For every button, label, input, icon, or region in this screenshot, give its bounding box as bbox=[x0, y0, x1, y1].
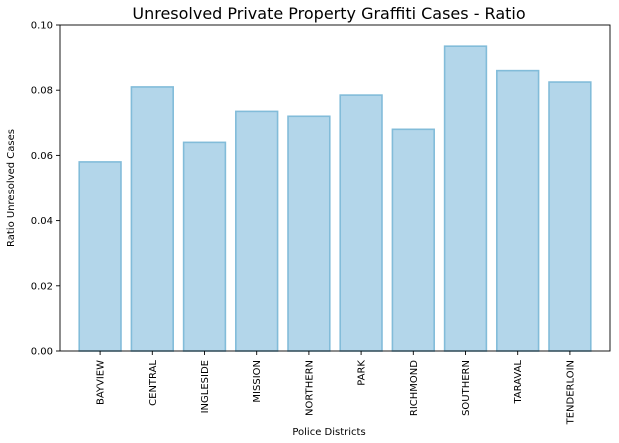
bar-northern bbox=[287, 115, 331, 352]
bar-southern bbox=[443, 45, 488, 352]
x-tick-label: TENDERLOIN bbox=[565, 360, 576, 425]
x-tick-label: PARK bbox=[357, 360, 368, 386]
bar-bayview bbox=[78, 161, 122, 352]
x-tick-label: CENTRAL bbox=[148, 360, 159, 406]
bar-mission bbox=[235, 110, 279, 352]
x-axis: BAYVIEW CENTRAL INGLESIDE MISSION NORTHERN PA… bbox=[96, 351, 576, 425]
x-tick-label: BAYVIEW bbox=[96, 360, 107, 405]
x-tick-label: SOUTHERN bbox=[461, 360, 472, 416]
y-axis-label: Ratio Unresolved Cases bbox=[6, 129, 17, 247]
x-tick-label: TARAVAL bbox=[513, 360, 524, 405]
y-tick-label: 0.08 bbox=[31, 86, 53, 97]
bar-ingleside bbox=[182, 141, 227, 352]
bar-park bbox=[339, 94, 383, 352]
y-tick-label: 0.00 bbox=[31, 347, 53, 358]
y-tick-label: 0.02 bbox=[31, 281, 53, 292]
x-axis-label: Police Districts bbox=[292, 427, 365, 438]
y-axis: 0.00 0.02 0.04 0.06 0.08 0.10 bbox=[31, 21, 60, 358]
bars-group bbox=[78, 45, 592, 352]
y-tick-label: 0.06 bbox=[31, 151, 53, 162]
x-tick-label: MISSION bbox=[252, 360, 263, 403]
x-tick-label: INGLESIDE bbox=[200, 360, 211, 413]
y-tick-label: 0.04 bbox=[31, 216, 53, 227]
bar-tenderloin bbox=[548, 81, 592, 352]
bar-central bbox=[130, 86, 174, 352]
y-tick-label: 0.10 bbox=[31, 21, 53, 32]
x-tick-label: RICHMOND bbox=[409, 360, 420, 416]
plot-frame bbox=[59, 24, 611, 352]
chart-title: Unresolved Private Property Graffiti Cas… bbox=[132, 4, 525, 23]
bar-taraval bbox=[496, 69, 540, 352]
bar-richmond bbox=[391, 128, 435, 352]
x-tick-label: NORTHERN bbox=[304, 360, 315, 416]
